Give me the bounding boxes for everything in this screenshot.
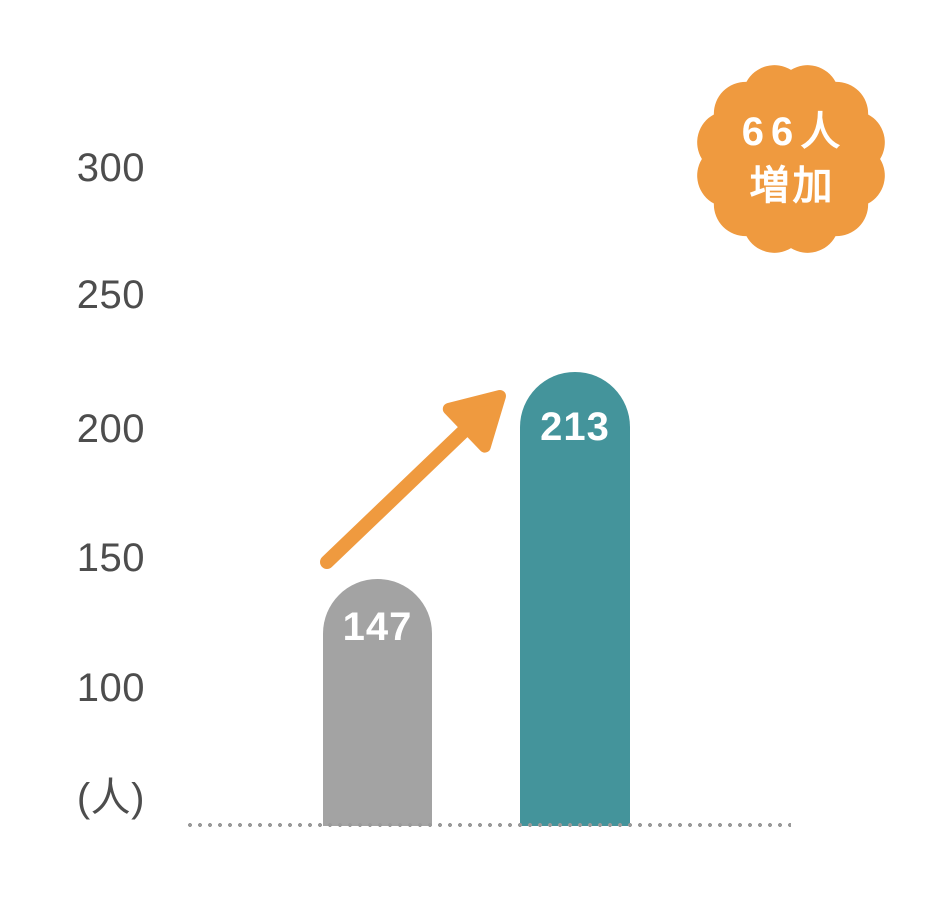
bar-after-value: 213	[540, 405, 610, 449]
y-axis-unit-label: (人)	[76, 776, 145, 820]
scallop-seal-icon	[697, 65, 885, 253]
y-axis-tick-200: 200	[76, 407, 145, 451]
bar-before-value: 147	[342, 605, 413, 649]
increase-badge: 66人 増加	[692, 60, 890, 258]
y-axis-tick-250: 250	[76, 273, 145, 317]
y-axis-tick-300: 300	[76, 146, 145, 190]
bar-before: 147	[323, 579, 432, 826]
increase-badge-line2: 増加	[749, 164, 836, 208]
increase-badge-line1: 66人	[741, 110, 848, 154]
bar-after: 213	[520, 372, 630, 826]
y-axis-tick-100: 100	[76, 666, 145, 710]
increase-arrow-icon	[320, 390, 506, 569]
x-axis-dotted-baseline	[185, 821, 791, 829]
increase-badge-text: 66人 増加	[692, 60, 890, 258]
y-axis-tick-150: 150	[76, 536, 145, 580]
